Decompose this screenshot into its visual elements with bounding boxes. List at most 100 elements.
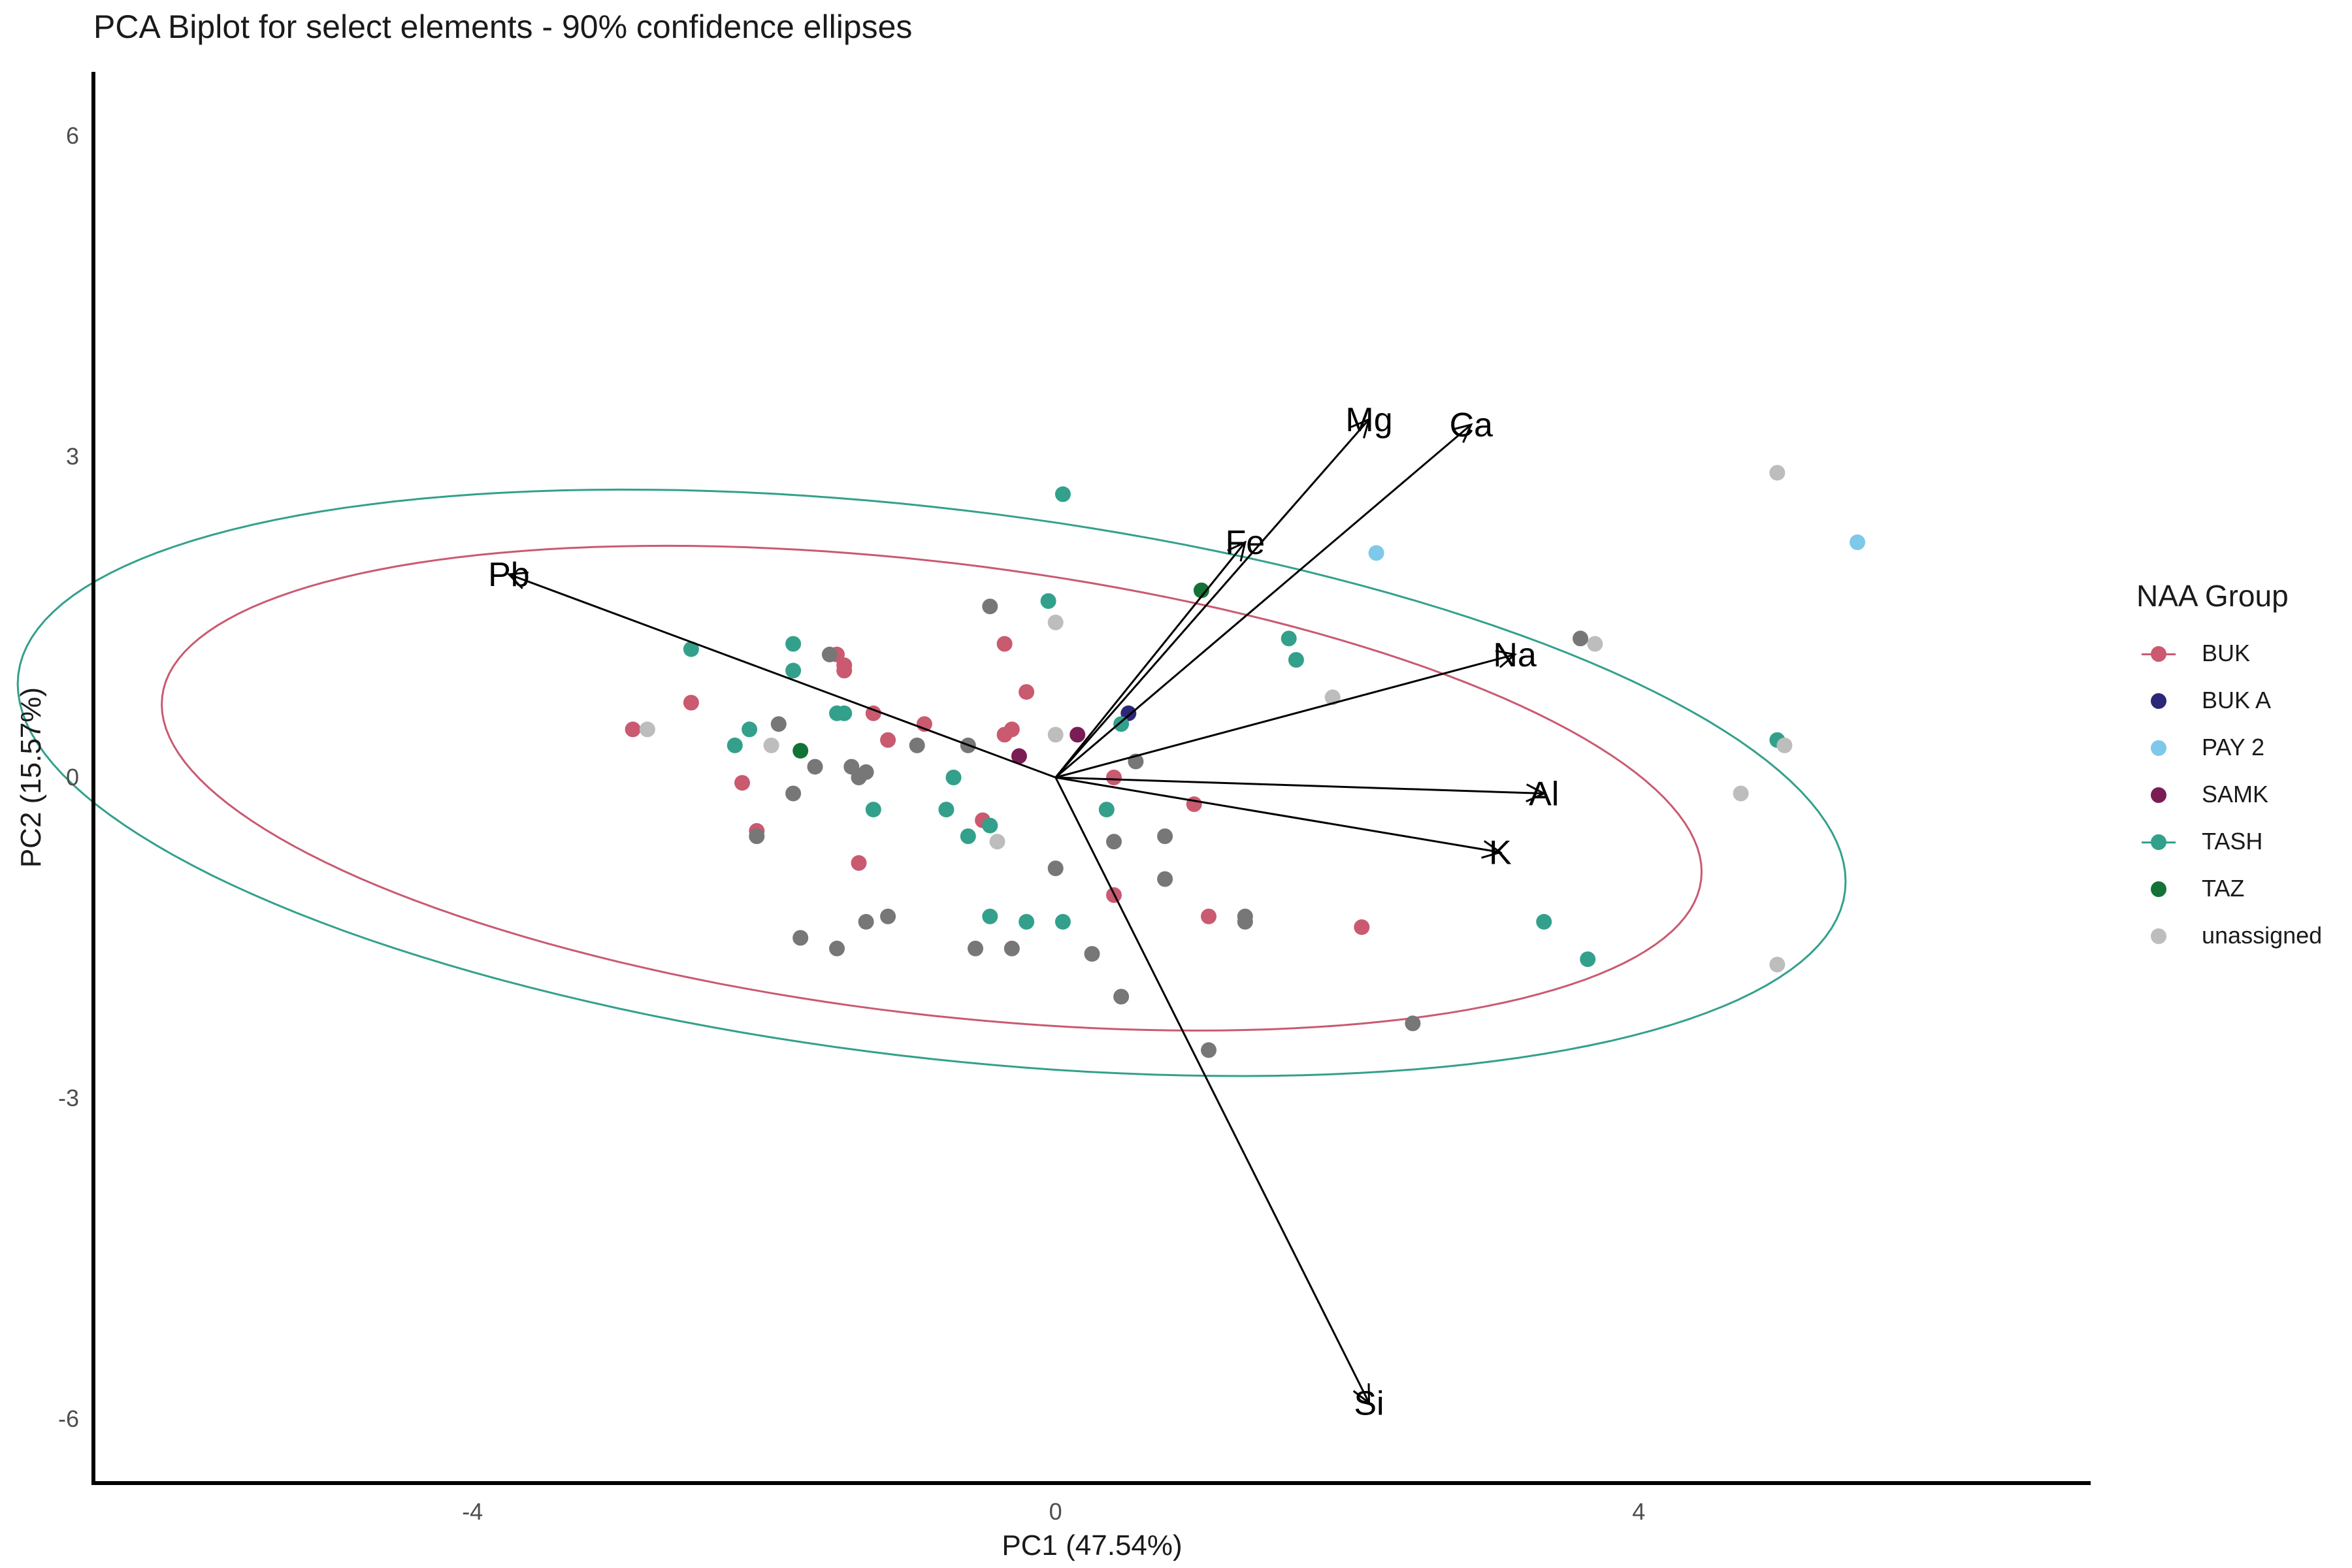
loading-label-pb: Pb <box>488 556 530 594</box>
x-tick-label: 0 <box>1049 1498 1062 1525</box>
legend-dot-taz <box>2151 881 2166 897</box>
ellipse-tash <box>16 488 1847 1077</box>
point-tash <box>960 828 976 844</box>
loading-vectors: Pb Mg Ca Fe Na Al K Si <box>488 401 1559 1423</box>
loading-label-na: Na <box>1493 636 1537 674</box>
legend-item-buk-a: BUK A <box>2136 678 2289 725</box>
point-pay-2 <box>1368 545 1384 561</box>
point-ungrouped <box>792 930 809 946</box>
point-unassigned <box>763 737 779 753</box>
loading-label-k: K <box>1489 834 1512 872</box>
point-ungrouped <box>1237 908 1253 924</box>
point-unassigned <box>639 721 655 738</box>
loading-arrow-al <box>1055 776 1544 794</box>
legend-label-unassigned: unassigned <box>2202 922 2323 949</box>
y-tick-label: 3 <box>66 443 79 470</box>
point-tash <box>785 636 802 652</box>
point-unassigned <box>989 834 1005 850</box>
point-ungrouped <box>1047 860 1064 877</box>
y-tick-label: 0 <box>66 764 79 791</box>
loading-arrow-pb <box>508 573 1056 779</box>
legend: NAA Group BUK BUK A PAY 2 SAMK TASH TAZ unassi… <box>2136 578 2322 960</box>
loading-arrowhead-al <box>1526 783 1546 803</box>
legend-dot-unassigned <box>2151 928 2166 944</box>
point-tash <box>727 737 743 753</box>
confidence-ellipses <box>16 488 1847 1077</box>
point-samk <box>1070 727 1086 743</box>
point-buk <box>836 662 853 679</box>
point-tash <box>1098 802 1115 818</box>
legend-key-buk <box>2136 630 2181 678</box>
point-ungrouped <box>785 785 802 802</box>
point-buk <box>1004 721 1020 738</box>
point-tash <box>938 802 955 818</box>
point-unassigned <box>1047 614 1064 630</box>
point-tash <box>1054 913 1071 930</box>
y-axis-label: PC2 (15.57%) <box>15 687 47 868</box>
point-tash <box>683 641 699 657</box>
legend-label-samk: SAMK <box>2202 781 2269 808</box>
point-tash <box>945 770 962 785</box>
loading-arrow-si <box>1054 777 1370 1403</box>
point-tash <box>742 721 758 738</box>
point-unassigned <box>1587 636 1603 652</box>
legend-label-taz: TAZ <box>2202 875 2245 902</box>
point-pay-2 <box>1850 534 1865 550</box>
point-ungrouped <box>1573 630 1588 647</box>
point-samk <box>1011 748 1027 764</box>
ellipse-buk <box>161 544 1703 1032</box>
legend-label-tash: TASH <box>2202 828 2263 855</box>
point-tash <box>1019 913 1035 930</box>
legend-items: BUK BUK A PAY 2 SAMK TASH TAZ unassigned <box>2136 630 2322 960</box>
point-ungrouped <box>1004 940 1020 956</box>
chart-title: PCA Biplot for select elements - 90% con… <box>93 8 913 45</box>
point-tash <box>1288 652 1304 668</box>
point-ungrouped <box>1405 1015 1421 1032</box>
legend-key-pay-2 <box>2136 725 2181 772</box>
legend-dot-samk <box>2151 787 2166 803</box>
scatter-points <box>625 465 1865 1058</box>
legend-item-tash: TASH <box>2136 819 2289 866</box>
loading-arrowhead-k <box>1481 840 1503 859</box>
loading-arrowhead-pb <box>506 571 529 589</box>
y-tick-label: 6 <box>66 122 79 149</box>
point-tash <box>1113 716 1130 732</box>
point-ungrouped <box>770 716 787 732</box>
point-buk <box>851 855 867 871</box>
point-buk <box>880 732 896 748</box>
loading-arrowhead-si <box>1352 1383 1371 1405</box>
point-taz <box>1193 582 1209 598</box>
point-unassigned <box>1324 689 1341 706</box>
point-ungrouped <box>807 759 823 775</box>
loading-arrowhead-mg <box>1350 417 1371 439</box>
point-ungrouped <box>1084 946 1100 962</box>
point-tash <box>1281 630 1297 647</box>
axes: -4 0 4 -6 -3 0 3 6 PC1 (47.54%) PC2 (15.57%) <box>15 72 2091 1561</box>
point-ungrouped <box>858 913 874 930</box>
point-tash <box>982 908 998 924</box>
point-unassigned <box>1047 727 1064 743</box>
point-tash <box>1054 486 1071 502</box>
point-taz <box>792 743 809 759</box>
legend-label-pay-2: PAY 2 <box>2202 734 2265 760</box>
point-ungrouped <box>829 940 845 956</box>
legend-label-buk: BUK <box>2202 640 2251 666</box>
legend-key-samk <box>2136 772 2181 819</box>
legend-dot-buk <box>2151 646 2166 662</box>
point-tash <box>785 662 802 679</box>
loading-arrow-ca <box>1054 423 1472 779</box>
loading-arrow-fe <box>1054 542 1246 778</box>
legend-key-unassigned <box>2136 913 2181 960</box>
point-ungrouped <box>821 646 838 662</box>
loading-label-si: Si <box>1354 1384 1384 1422</box>
legend-key-buk-a <box>2136 678 2181 725</box>
legend-dot-buk-a <box>2151 693 2166 709</box>
loading-arrow-k <box>1055 776 1501 853</box>
point-ungrouped <box>1157 871 1173 887</box>
loading-arrow-mg <box>1054 418 1370 778</box>
point-ungrouped <box>880 908 896 924</box>
point-tash <box>1536 913 1552 930</box>
x-axis-label: PC1 (47.54%) <box>1002 1529 1182 1561</box>
point-tash <box>982 817 998 834</box>
point-tash <box>865 802 881 818</box>
